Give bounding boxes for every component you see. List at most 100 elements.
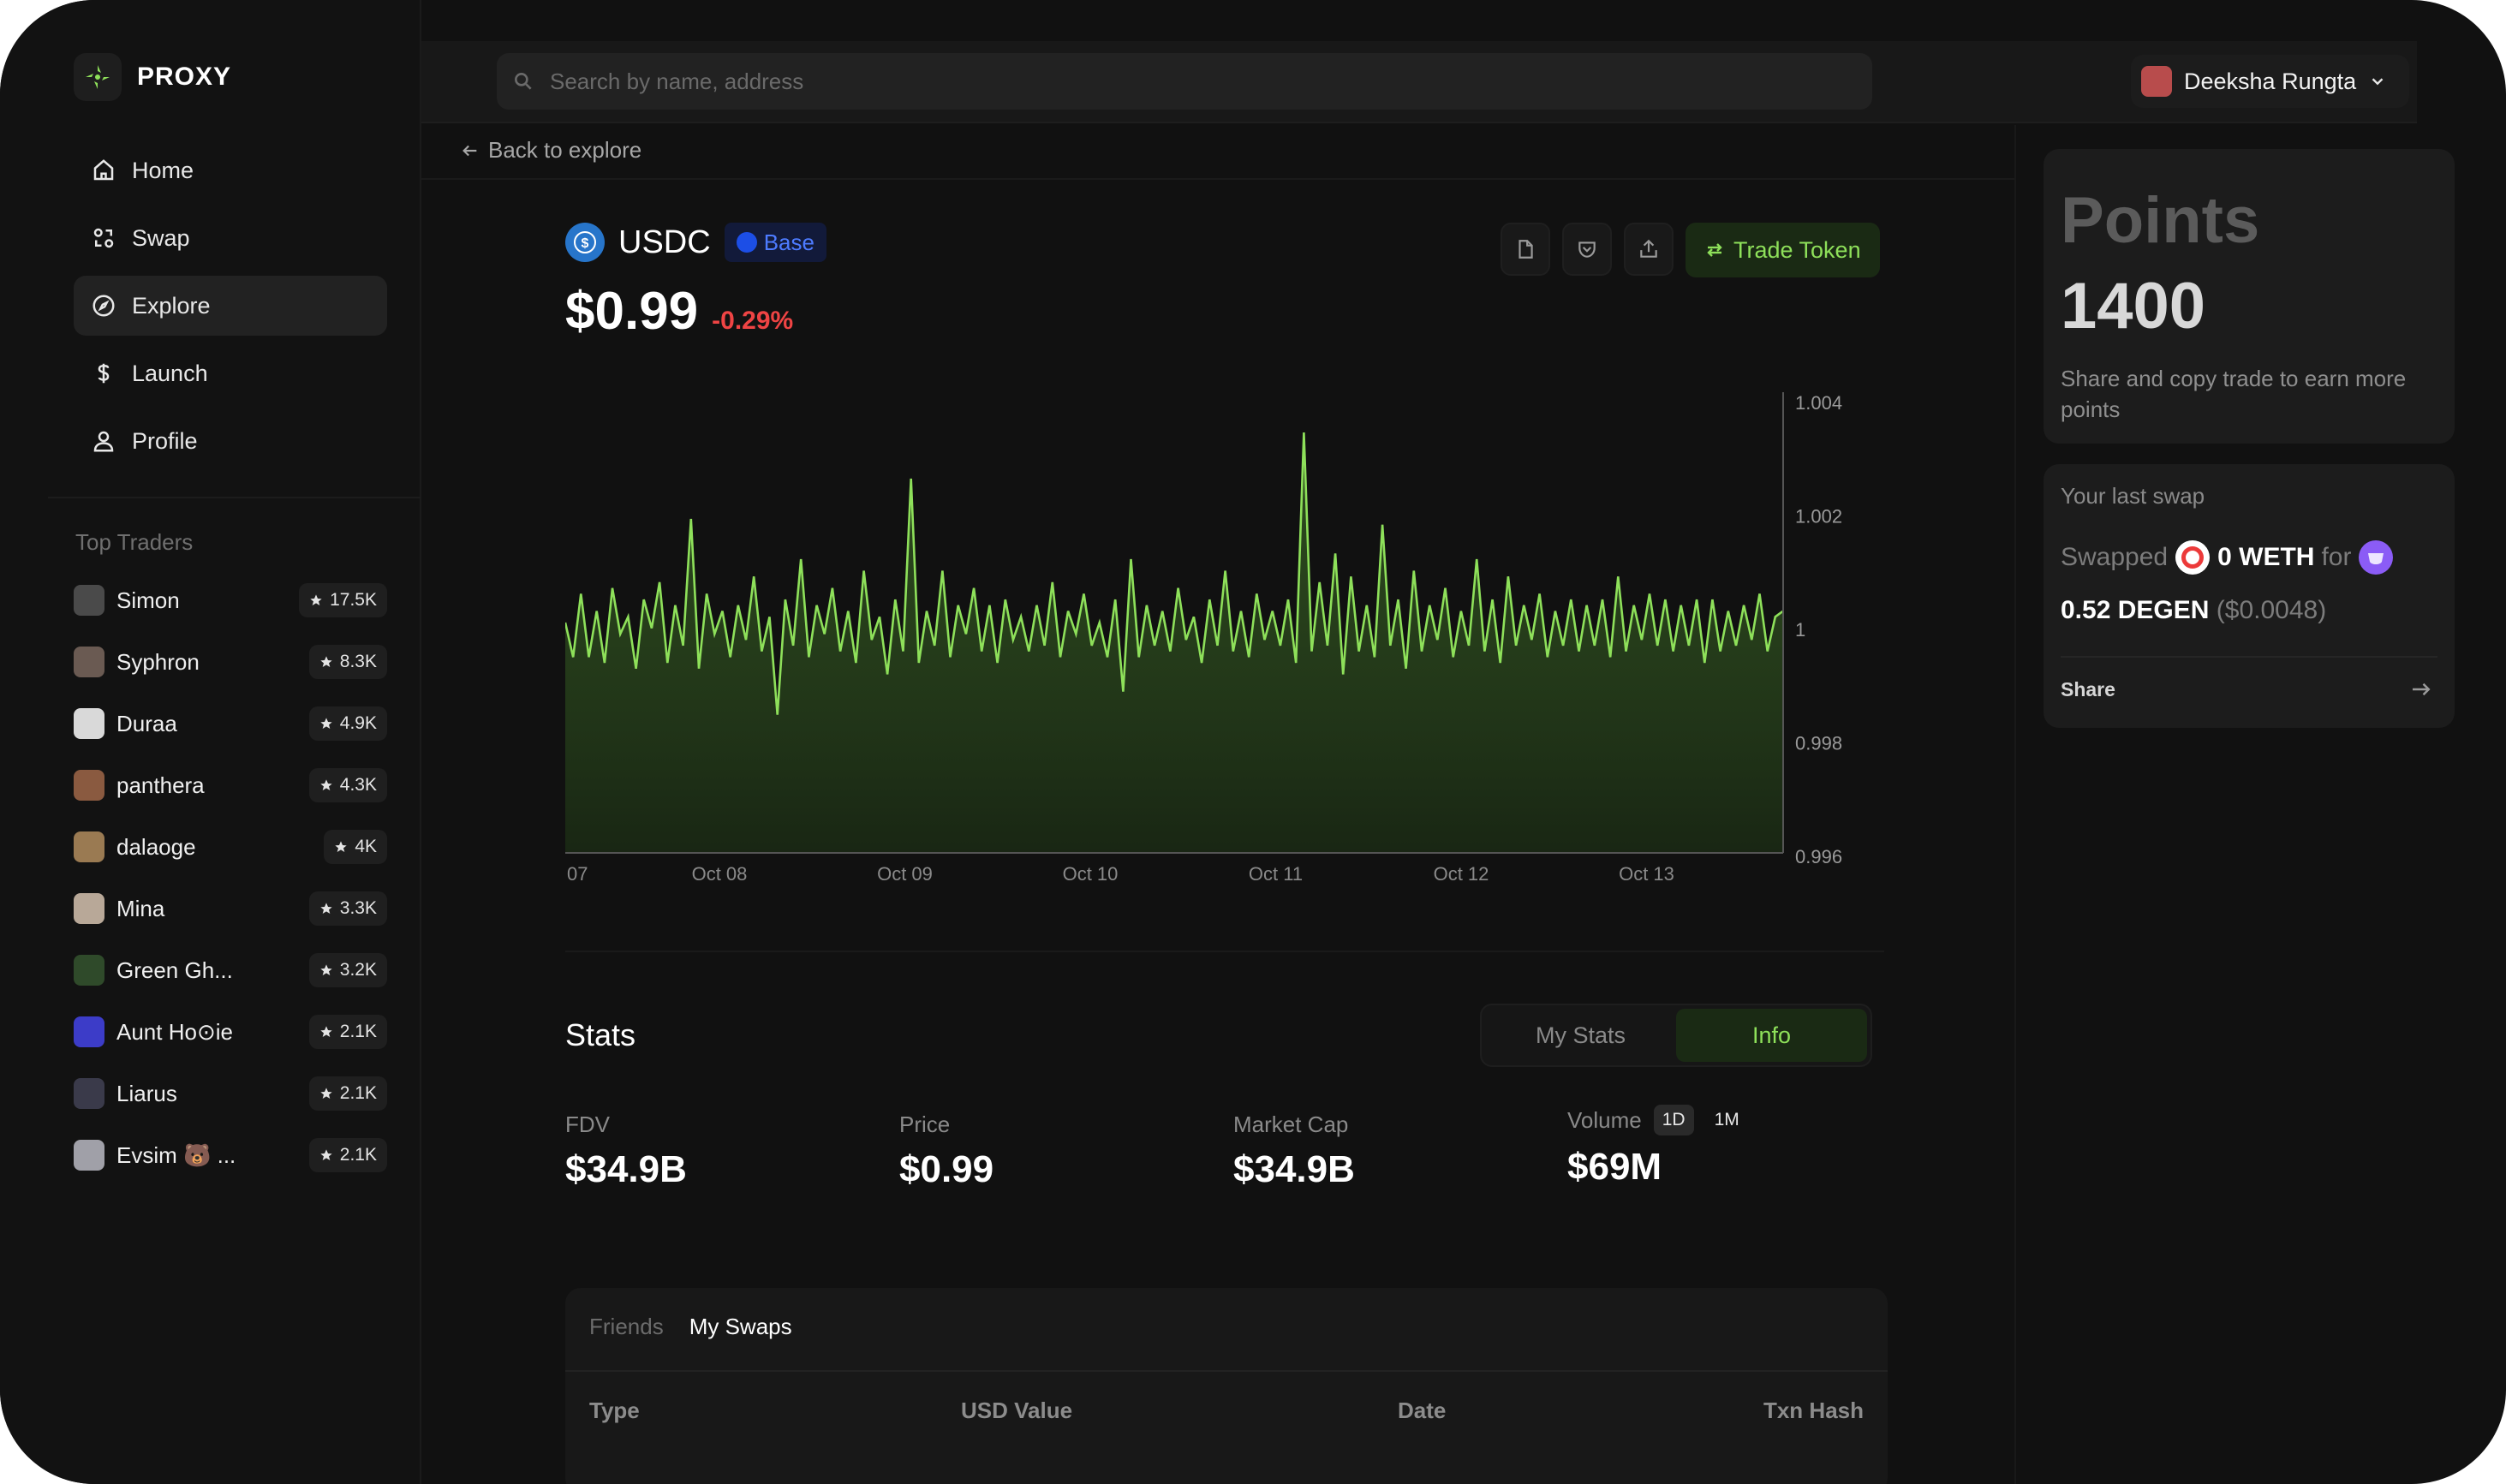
share-last-swap-link[interactable]: Share (2061, 678, 2115, 700)
trader-points-badge: 4.9K (308, 706, 387, 741)
trader-name: Aunt Ho⊙ie (116, 1018, 233, 1045)
trader-avatar (74, 955, 104, 986)
swaps-tabs: Friends My Swaps (589, 1314, 792, 1340)
trader-points-badge: 2.1K (308, 1138, 387, 1172)
trader-row[interactable]: Mina 3.3K (74, 878, 387, 939)
column-header-usd-value[interactable]: USD Value (961, 1398, 1073, 1423)
trader-info: Syphron (74, 647, 200, 677)
trader-points-badge: 4K (324, 830, 387, 864)
nav-item-launch[interactable]: Launch (74, 343, 387, 403)
token-price: $0.99 (565, 282, 699, 341)
nav-label: Explore (132, 292, 211, 319)
chart-price-line (565, 432, 1784, 715)
tab-info[interactable]: Info (1676, 1009, 1867, 1062)
column-header-type[interactable]: Type (589, 1398, 640, 1423)
stat-label: Price (899, 1112, 951, 1137)
tab-friends[interactable]: Friends (589, 1314, 664, 1339)
star-icon (310, 594, 322, 605)
app-name: PROXY (137, 63, 232, 91)
top-traders-list: Simon 17.5K Syphron 8.3K Duraa 4.9K panthera 4.… (74, 569, 387, 1186)
stats-tabs: My Stats Info (1480, 1004, 1872, 1067)
stat-value: $34.9B (1233, 1148, 1355, 1190)
user-menu[interactable]: Deeksha Rungta (2131, 55, 2410, 108)
star-icon (320, 656, 332, 667)
trader-points: 4K (355, 837, 377, 856)
trader-row[interactable]: Duraa 4.9K (74, 693, 387, 754)
trader-row[interactable]: panthera 4.3K (74, 754, 387, 816)
base-chain-icon (736, 232, 757, 253)
trade-token-label: Trade Token (1733, 236, 1861, 263)
trader-info: Simon (74, 585, 180, 616)
nav-item-explore[interactable]: Explore (74, 276, 387, 336)
last-swap-card: Your last swap Swapped 0 WETH for 0.52 D… (2044, 464, 2455, 728)
search-input[interactable] (550, 68, 1835, 95)
trader-name: Duraa (116, 710, 177, 736)
trader-points-badge: 17.5K (299, 583, 387, 617)
trader-row[interactable]: Evsim 🐻 ... 2.1K (74, 1124, 387, 1186)
trader-name: Green Gh... (116, 957, 233, 983)
arrow-right-icon[interactable] (2408, 676, 2434, 702)
chain-name: Base (763, 229, 814, 255)
tab-my-stats[interactable]: My Stats (1535, 1022, 1626, 1048)
stat-value: $0.99 (899, 1148, 994, 1190)
trade-token-button[interactable]: Trade Token (1686, 223, 1880, 277)
last-swap-title: Your last swap (2061, 483, 2205, 509)
last-swap-summary: Swapped 0 WETH for (2061, 539, 2394, 575)
trader-name: Evsim 🐻 ... (116, 1141, 236, 1168)
column-header-txn-hash[interactable]: Txn Hash (1763, 1398, 1864, 1423)
token-symbol: USDC (618, 223, 711, 260)
user-icon (93, 431, 114, 452)
back-to-explore-link[interactable]: Back to explore (461, 137, 641, 164)
to-amount: 0.52 DEGEN (2061, 596, 2210, 624)
trader-avatar (74, 1078, 104, 1109)
stat-label: Volume (1567, 1106, 1642, 1133)
trader-points: 2.1K (339, 1022, 377, 1041)
tab-my-swaps[interactable]: My Swaps (689, 1314, 792, 1339)
price-chart: 1.004 1.002 1 0.998 0.996 07 Oct 08 Oct 09 Oct 1… (565, 392, 1842, 885)
nav-item-home[interactable]: Home (74, 140, 387, 200)
chart-y-tick-label: 0.996 (1795, 846, 1842, 867)
usdc-icon: $ (565, 223, 605, 262)
chart-y-tick-label: 0.998 (1795, 733, 1842, 754)
chart-x-tick-label: Oct 10 (1063, 863, 1119, 885)
trader-name: panthera (116, 772, 205, 798)
from-amount: 0 WETH (2217, 543, 2315, 571)
search-bar[interactable] (497, 53, 1872, 110)
divider (565, 951, 1884, 952)
trader-avatar (74, 585, 104, 616)
timeframe-1m[interactable]: 1M (1714, 1110, 1739, 1129)
degen-token-icon (2359, 540, 2394, 575)
trader-row[interactable]: Green Gh... 3.2K (74, 939, 387, 1001)
column-header-date[interactable]: Date (1398, 1398, 1447, 1423)
nav-item-swap[interactable]: Swap (74, 208, 387, 268)
trader-avatar (74, 647, 104, 677)
stat-label-row: Volume 1D 1M (1567, 1105, 1748, 1135)
nav-item-profile[interactable]: Profile (74, 411, 387, 471)
trader-row[interactable]: Aunt Ho⊙ie 2.1K (74, 1001, 387, 1063)
stat-value: $34.9B (565, 1148, 687, 1190)
share-button[interactable] (1624, 223, 1674, 276)
trader-name: dalaoge (116, 833, 196, 860)
trader-row[interactable]: Simon 17.5K (74, 569, 387, 631)
swap-arrows-icon (1707, 243, 1722, 257)
trader-info: Mina (74, 893, 164, 924)
chain-badge: Base (724, 223, 826, 262)
trader-row[interactable]: dalaoge 4K (74, 816, 387, 878)
trader-row[interactable]: Syphron 8.3K (74, 631, 387, 693)
logo[interactable]: PROXY (74, 53, 231, 101)
trader-points: 3.2K (339, 960, 377, 980)
token-actions: Trade Token (1501, 223, 1880, 277)
timeframe-1d[interactable]: 1D (1653, 1105, 1694, 1135)
trader-points-badge: 2.1K (308, 1076, 387, 1111)
compass-icon (92, 295, 115, 317)
trader-avatar (74, 831, 104, 862)
trader-row[interactable]: Liarus 2.1K (74, 1063, 387, 1124)
copy-address-button[interactable] (1501, 223, 1550, 276)
trader-points-badge: 3.2K (308, 953, 387, 987)
trader-avatar (74, 1140, 104, 1171)
trader-points: 2.1K (339, 1083, 377, 1103)
chart-y-tick-label: 1.004 (1795, 392, 1842, 414)
search-icon (515, 73, 532, 90)
favorite-button[interactable] (1562, 223, 1612, 276)
stat-label: Market Cap (1233, 1112, 1349, 1137)
